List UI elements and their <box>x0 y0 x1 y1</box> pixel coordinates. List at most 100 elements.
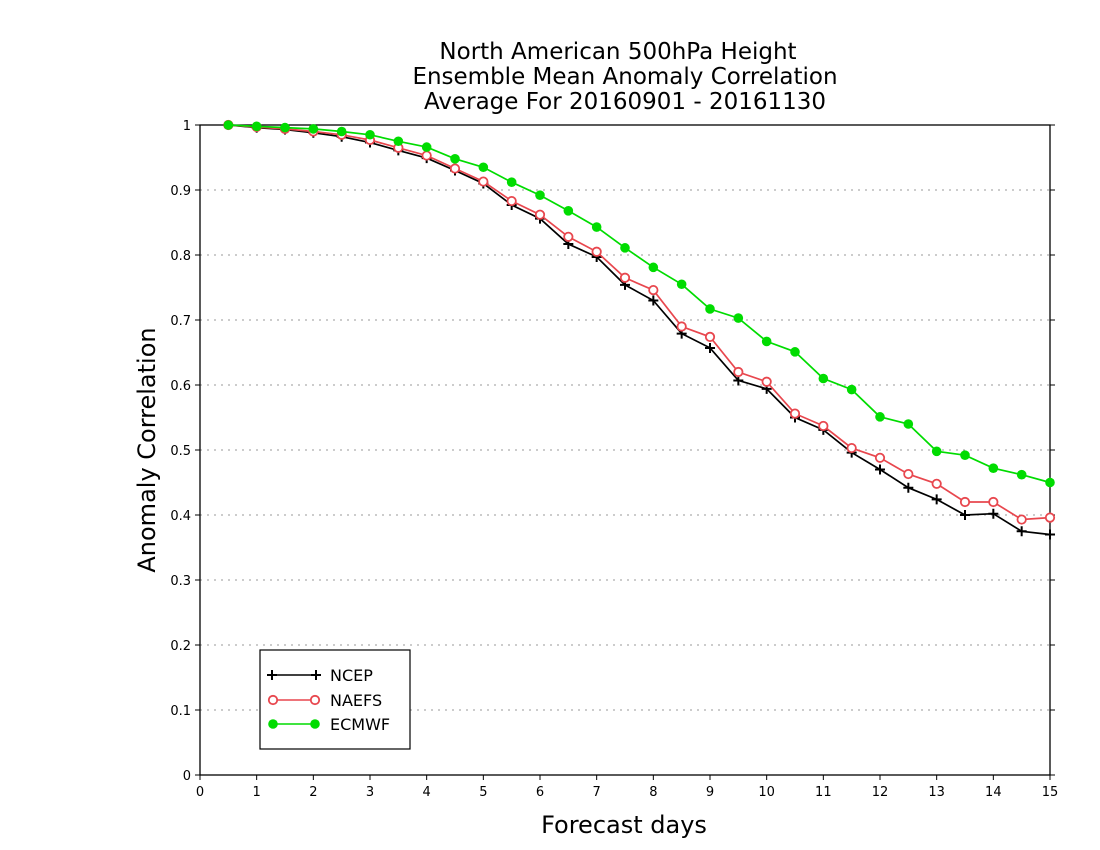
point-ecmwf <box>336 126 347 137</box>
chart-title-line-1: North American 500hPa Height <box>439 39 796 65</box>
point-ecmwf <box>648 262 659 273</box>
point-naefs <box>874 452 886 463</box>
point-ecmwf <box>846 384 857 395</box>
legend-item-ecmwf: ECMWF <box>268 715 390 734</box>
point-ecmwf <box>790 347 800 357</box>
legend-label-naefs: NAEFS <box>330 691 382 710</box>
x-tick-label: 7 <box>593 785 601 800</box>
point-ecmwf <box>535 190 545 200</box>
y-tick-label: 1 <box>183 119 191 134</box>
y-tick-label: 0.7 <box>170 314 191 329</box>
point-ncep <box>705 342 715 353</box>
legend-marker-ecmwf-right <box>310 719 320 729</box>
point-ecmwf <box>988 463 999 474</box>
point-naefs <box>988 496 999 508</box>
series-line-ncep <box>228 124 1051 536</box>
series-ncep <box>223 120 1055 540</box>
point-naefs <box>846 442 857 454</box>
legend-label-ecmwf: ECMWF <box>330 715 390 734</box>
x-tick-label: 8 <box>649 785 657 800</box>
x-tick-label: 10 <box>758 785 775 800</box>
point-ecmwf <box>393 136 404 147</box>
point-ncep <box>1045 529 1055 540</box>
point-ecmwf <box>818 373 829 384</box>
y-tick-label: 0.4 <box>170 509 191 524</box>
legend-marker-naefs-left <box>267 694 279 706</box>
series-line-naefs <box>228 124 1051 521</box>
point-ecmwf <box>591 222 602 232</box>
y-tick-label: 0.8 <box>170 249 191 264</box>
x-tick-label: 11 <box>815 785 832 800</box>
x-tick-label: 0 <box>196 785 204 800</box>
point-ncep <box>903 482 914 493</box>
y-axis-title: Anomaly Correlation <box>133 327 161 572</box>
point-naefs <box>534 209 546 220</box>
point-ecmwf <box>421 142 432 152</box>
series-ecmwf <box>223 120 1055 488</box>
point-ncep <box>931 494 942 505</box>
point-ecmwf <box>251 121 262 132</box>
point-naefs <box>648 284 659 296</box>
point-ecmwf <box>223 120 234 130</box>
y-tick-label: 0.2 <box>170 639 191 654</box>
chart-title-line-2: Ensemble Mean Anomaly Correlation <box>412 64 837 90</box>
point-ecmwf <box>960 450 970 461</box>
point-naefs <box>591 246 602 257</box>
x-tick-label: 12 <box>872 785 889 800</box>
point-naefs <box>959 496 971 508</box>
legend-item-naefs: NAEFS <box>267 691 382 710</box>
series-group <box>223 119 1056 540</box>
point-ecmwf <box>506 177 517 187</box>
point-ecmwf <box>563 206 574 216</box>
point-ncep <box>648 295 659 306</box>
point-naefs <box>1016 514 1027 525</box>
y-tick-label: 0.9 <box>170 184 191 199</box>
x-tick-label: 4 <box>423 785 431 800</box>
x-tick-label: 14 <box>985 785 1002 800</box>
point-ncep <box>875 464 885 475</box>
point-naefs <box>818 420 829 432</box>
point-ecmwf <box>365 129 375 140</box>
point-ecmwf <box>1016 469 1027 480</box>
point-naefs <box>421 150 432 161</box>
y-tick-label: 0.1 <box>170 704 191 719</box>
legend-item-ncep: NCEP <box>267 666 373 685</box>
y-tick-label: 0 <box>183 769 191 784</box>
point-ecmwf <box>1045 477 1055 488</box>
x-axis-title: Forecast days <box>541 811 707 839</box>
point-naefs <box>789 408 801 419</box>
point-ncep <box>960 510 970 520</box>
x-tick-label: 13 <box>928 785 945 800</box>
point-naefs <box>478 176 489 187</box>
legend-marker-ecmwf-left <box>268 719 278 729</box>
point-ecmwf <box>280 122 290 133</box>
axis-ticks: 00.10.20.30.40.50.60.70.80.910 1 2 3 4 5 6 7 8 9 1… <box>170 119 1058 800</box>
point-ncep <box>988 508 999 519</box>
x-tick-label: 3 <box>366 785 374 800</box>
x-tick-label: 15 <box>1042 785 1059 800</box>
y-tick-label: 0.5 <box>170 444 191 459</box>
point-ecmwf <box>705 304 715 314</box>
point-ecmwf <box>761 336 772 347</box>
point-naefs <box>619 272 631 283</box>
point-ecmwf <box>450 154 460 164</box>
point-ecmwf <box>478 162 489 173</box>
legend-marker-naefs-right <box>309 694 321 706</box>
legend: NCEP NAEFS ECMWF <box>259 649 411 750</box>
point-ecmwf <box>308 124 319 134</box>
series-naefs <box>223 119 1056 525</box>
point-ecmwf <box>620 243 630 253</box>
x-tick-label: 5 <box>479 785 487 800</box>
point-naefs <box>1044 512 1056 523</box>
series-line-ecmwf <box>228 124 1051 484</box>
point-naefs <box>903 468 914 480</box>
chart-title-line-3: Average For 20160901 - 20161130 <box>424 89 826 115</box>
point-naefs <box>676 321 687 332</box>
point-ecmwf <box>733 313 744 323</box>
point-naefs <box>563 231 574 242</box>
point-naefs <box>761 376 772 387</box>
point-ecmwf <box>676 279 687 290</box>
y-tick-label: 0.6 <box>170 379 191 394</box>
legend-label-ncep: NCEP <box>330 666 373 685</box>
